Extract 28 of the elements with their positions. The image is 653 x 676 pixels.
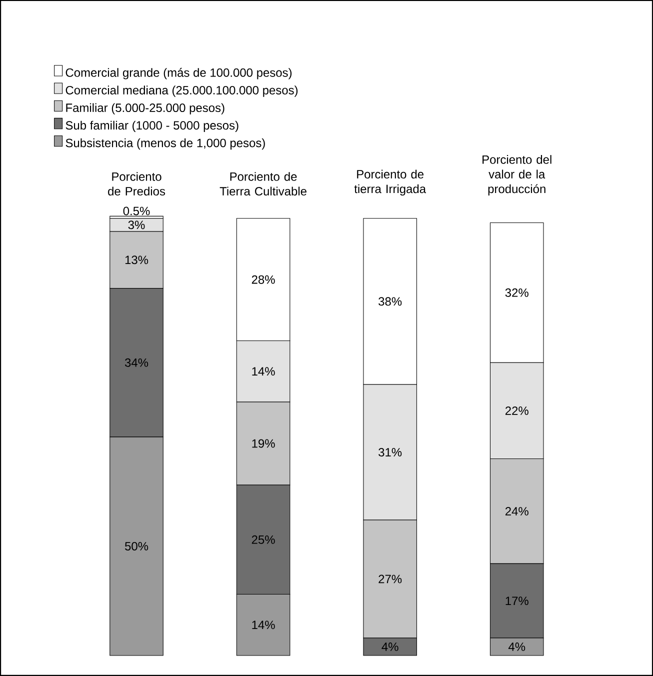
data-label: 32% bbox=[505, 288, 528, 297]
legend-label: Familiar (5.000-25.000 pesos) bbox=[66, 103, 224, 114]
data-label: 17% bbox=[506, 596, 528, 606]
data-label: 50% bbox=[124, 542, 148, 550]
data-label: 0.5% bbox=[123, 206, 150, 216]
data-label: 3% bbox=[128, 220, 145, 230]
x-tick-label: Porciento de Tierra Cultivable bbox=[220, 172, 306, 196]
data-label: 22% bbox=[505, 406, 528, 415]
legend-label: Comercial mediana (25.000.100.000 pesos) bbox=[66, 86, 298, 97]
data-label: 25% bbox=[252, 535, 275, 544]
data-label: 24% bbox=[505, 507, 528, 516]
x-tick-label: Porciento del valor de la producción bbox=[482, 155, 552, 196]
legend-label: Subsistencia (menos de 1,000 pesos) bbox=[66, 138, 265, 150]
data-label: 14% bbox=[252, 620, 275, 630]
data-label: 27% bbox=[378, 574, 402, 584]
data-label: 4% bbox=[508, 642, 526, 651]
x-tick-label: Porciento de Predios bbox=[108, 172, 166, 196]
data-label: 28% bbox=[252, 275, 275, 284]
data-label: 31% bbox=[378, 448, 402, 456]
data-label: 38% bbox=[378, 297, 402, 306]
data-label: 13% bbox=[125, 256, 148, 264]
data-label: 34% bbox=[124, 358, 148, 367]
legend-label: Comercial grande (más de 100.000 pesos) bbox=[66, 68, 292, 80]
legend-label: Sub familiar (1000 - 5000 pesos) bbox=[66, 120, 238, 132]
data-label: 4% bbox=[382, 642, 398, 651]
x-tick-label: Porciento de tierra Irrigada bbox=[354, 170, 426, 196]
data-label: 14% bbox=[252, 367, 275, 376]
data-label: 19% bbox=[252, 439, 275, 448]
